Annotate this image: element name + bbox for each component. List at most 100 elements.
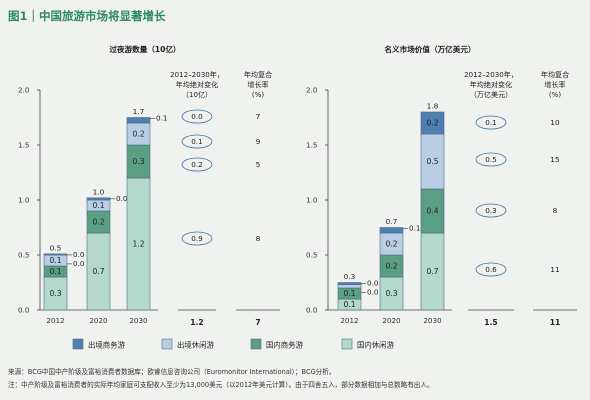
legend-swatch	[250, 338, 262, 350]
side-value-label: 0.0	[73, 250, 85, 259]
cagr-value: 9	[256, 137, 261, 146]
abs-change-header-line: 年均绝对变化	[176, 80, 219, 89]
cagr-header: 年均复合 增长率 (%)	[541, 70, 569, 99]
bar-value-label: 0.1	[343, 300, 355, 309]
bar-value-label: 0.5	[426, 157, 438, 166]
legend-swatch	[72, 338, 84, 350]
abs-change-header-line: （10亿）	[182, 90, 212, 99]
abs-change-header-line: 2012–2030年，	[464, 70, 518, 79]
side-value-label: 0.1	[156, 114, 167, 123]
abs-change-oval	[475, 152, 507, 167]
bar-value-label: 0.3	[132, 157, 144, 166]
bar-segment	[43, 253, 68, 256]
bar-value-label: 0.1	[49, 267, 61, 276]
bar-total-label: 1.8	[427, 102, 439, 111]
chart-panel-overnight-trips: 过夜游数量（10亿） 2012–2030年， 年均绝对变化 （10亿） 年均复合…	[18, 44, 280, 327]
legend-label: 国内商务游	[266, 341, 304, 350]
abs-change-oval	[181, 157, 213, 172]
abs-change-value: 0.2	[191, 160, 202, 169]
legend-swatch	[161, 338, 173, 350]
cagr-header-line: (%)	[549, 90, 562, 99]
abs-change-value: 0.5	[485, 155, 496, 164]
abs-change-value: 0.1	[485, 118, 496, 127]
bar-total-label: 0.7	[386, 217, 398, 226]
cagr-header-line: 年均复合	[541, 70, 569, 79]
figure-title: 图1｜中国旅游市场将显著增长	[8, 9, 166, 23]
legend-label: 出境休闲游	[177, 341, 215, 350]
bar-value-label: 0.2	[132, 130, 144, 139]
bar-value-label: 0.1	[92, 201, 104, 210]
side-value-label: 0.0	[367, 279, 379, 288]
bar-total-label: 1.0	[93, 187, 105, 196]
cagr-total: 11	[550, 318, 561, 327]
side-value-label: 0.0	[73, 259, 85, 268]
side-value-label: 0.0	[116, 194, 128, 203]
y-tick-label: 1.0	[306, 196, 318, 205]
abs-change-header-line: 2012–2030年，	[170, 70, 224, 79]
bar-value-label: 0.2	[426, 119, 438, 128]
bar-value-label: 0.4	[426, 207, 438, 216]
legend: 出境商务游 出境休闲游 国内商务游 国内休闲游	[72, 338, 395, 350]
bar-value-label: 0.7	[92, 267, 104, 276]
bar-segment	[86, 197, 111, 201]
abs-change-oval	[181, 231, 213, 246]
legend-item: 国内商务游	[250, 338, 304, 350]
abs-change-header: 2012–2030年， 年均绝对变化 （万亿美元）	[464, 70, 518, 99]
bar-value-label: 0.3	[49, 289, 61, 298]
cagr-value: 8	[553, 206, 558, 215]
legend-item: 出境商务游	[72, 338, 126, 350]
chart-panel-market-value: 名义市场价值（万亿美元） 2012–2030年， 年均绝对变化 （万亿美元） 年…	[306, 44, 577, 327]
y-tick-label: 1.5	[18, 141, 29, 150]
abs-change-oval	[181, 134, 213, 149]
x-tick-label: 2012	[46, 316, 64, 325]
abs-change-value: 0.3	[485, 206, 496, 215]
bar-total-label: 0.5	[50, 243, 62, 252]
bar-value-label: 0.7	[426, 267, 438, 276]
x-tick-label: 2020	[382, 316, 401, 325]
footnote: 注：中产阶级及富裕消费者的实际年均家庭可支配收入至少为13,000美元（以201…	[8, 381, 434, 389]
y-tick-label: 0.5	[306, 251, 317, 260]
cagr-value: 5	[256, 160, 261, 169]
cagr-value: 8	[256, 234, 261, 243]
legend-label: 出境商务游	[88, 341, 126, 350]
abs-change-total: 1.5	[484, 318, 497, 327]
y-tick-label: 2.0	[18, 86, 30, 95]
y-tick-label: 2.0	[306, 86, 318, 95]
abs-change-value: 0.0	[191, 112, 203, 121]
abs-change-total: 1.2	[190, 318, 203, 327]
bar-segment	[337, 282, 362, 285]
bar-value-label: 0.2	[385, 262, 397, 271]
bar-total-label: 1.7	[133, 107, 145, 116]
x-tick-label: 2030	[423, 316, 442, 325]
abs-change-header: 2012–2030年， 年均绝对变化 （10亿）	[170, 70, 224, 99]
bar-value-label: 0.3	[385, 289, 397, 298]
y-tick-label: 0.0	[18, 306, 30, 315]
side-value-label: 0.1	[409, 224, 420, 233]
bar-segment	[420, 111, 445, 135]
cagr-header: 年均复合 增长率 (%)	[244, 70, 272, 99]
cagr-value: 15	[550, 155, 560, 164]
bar-segment	[337, 284, 362, 289]
bar-total-label: 0.3	[344, 272, 356, 281]
legend-label: 国内休闲游	[357, 341, 395, 350]
y-tick-label: 0.0	[306, 306, 318, 315]
abs-change-value: 0.9	[191, 234, 203, 243]
abs-change-oval	[475, 203, 507, 218]
bar-value-label: 1.2	[132, 240, 144, 249]
cagr-value: 11	[550, 265, 560, 274]
cagr-header-line: (%)	[252, 90, 265, 99]
bar-value-label: 0.2	[385, 240, 397, 249]
x-tick-label: 2030	[129, 316, 148, 325]
side-value-label: 0.0	[367, 288, 379, 297]
bar-segment	[379, 227, 404, 234]
abs-change-header-line: （万亿美元）	[470, 90, 513, 99]
cagr-header-line: 增长率	[544, 80, 565, 89]
y-tick-label: 1.0	[18, 196, 30, 205]
bar-segment	[126, 117, 151, 124]
legend-item: 国内休闲游	[341, 338, 395, 350]
bar-value-label: 0.1	[49, 256, 61, 265]
panel-title: 名义市场价值（万亿美元）	[384, 44, 475, 54]
bar-value-label: 0.2	[92, 218, 104, 227]
legend-item: 出境休闲游	[161, 338, 215, 350]
